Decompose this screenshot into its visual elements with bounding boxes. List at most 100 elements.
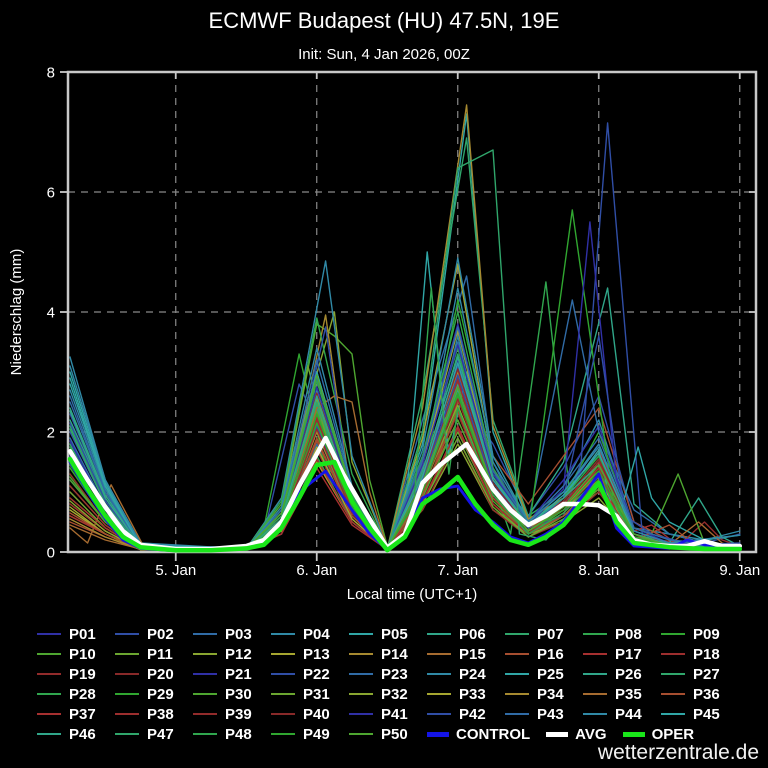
legend-item-p05: P05 (349, 626, 427, 643)
legend-swatch (661, 693, 685, 695)
legend-label: P03 (225, 625, 252, 643)
legend-swatch (583, 713, 607, 715)
legend-item-p34: P34 (505, 686, 583, 703)
legend-label: P09 (693, 625, 720, 643)
legend-item-p03: P03 (193, 626, 271, 643)
x-tick-label: 8. Jan (578, 562, 619, 579)
legend-label: P26 (615, 665, 642, 683)
legend-item-p29: P29 (115, 686, 193, 703)
legend-item-p24: P24 (427, 666, 505, 683)
legend-item-p04: P04 (271, 626, 349, 643)
legend-swatch (37, 673, 61, 675)
legend-item-p13: P13 (271, 646, 349, 663)
legend-item-p48: P48 (193, 726, 271, 743)
legend-item-oper: OPER (622, 726, 694, 743)
legend-label: P15 (459, 645, 486, 663)
legend-item-p23: P23 (349, 666, 427, 683)
watermark-text: wetterzentrale.de (597, 741, 759, 764)
legend-label: P04 (303, 625, 330, 643)
legend-swatch (349, 733, 373, 735)
legend-item-p32: P32 (349, 686, 427, 703)
legend-swatch (115, 713, 139, 715)
legend-label: P25 (537, 665, 564, 683)
legend-label: P02 (147, 625, 174, 643)
legend-item-p45: P45 (661, 706, 739, 723)
legend-swatch (349, 673, 373, 675)
legend-swatch (583, 693, 607, 695)
legend-item-p43: P43 (505, 706, 583, 723)
legend-swatch (427, 713, 451, 715)
legend-item-p15: P15 (427, 646, 505, 663)
legend-label: P16 (537, 645, 564, 663)
y-tick-label: 0 (47, 545, 55, 562)
legend-item-p42: P42 (427, 706, 505, 723)
legend-swatch (115, 633, 139, 635)
legend-label: AVG (575, 725, 607, 743)
x-tick-label: 9. Jan (719, 562, 760, 579)
legend-item-p25: P25 (505, 666, 583, 683)
legend-swatch (37, 633, 61, 635)
legend-item-p11: P11 (115, 646, 193, 663)
x-tick-label: 6. Jan (296, 562, 337, 579)
y-axis-label: Niederschlag (mm) (8, 249, 25, 376)
legend-label: P34 (537, 685, 564, 703)
legend-swatch (193, 653, 217, 655)
legend-swatch (427, 731, 449, 737)
y-tick-label: 4 (47, 305, 55, 322)
legend-item-p22: P22 (271, 666, 349, 683)
x-tick-label: 7. Jan (437, 562, 478, 579)
legend-item-p39: P39 (193, 706, 271, 723)
precip-chart-svg: 0 2 4 6 8 5. Jan 6. Jan 7. Jan 8. Jan 9. Jan Niede… (8, 65, 760, 604)
init-subtitle: Init: Sun, 4 Jan 2026, 00Z (298, 46, 470, 63)
legend-label: P28 (69, 685, 96, 703)
legend-swatch (661, 673, 685, 675)
legend-item-p31: P31 (271, 686, 349, 703)
legend-label: P45 (693, 705, 720, 723)
ensemble-legend: P01 P02 P03 P04 P05 P06 P07 P08 P09 P10 P11 P12 P13 P… (0, 624, 768, 744)
legend-label: P17 (615, 645, 642, 663)
legend-swatch (661, 653, 685, 655)
legend-swatch (271, 653, 295, 655)
legend-swatch (37, 693, 61, 695)
legend-swatch (661, 713, 685, 715)
legend-item-p49: P49 (271, 726, 349, 743)
legend-swatch (271, 733, 295, 735)
legend-label: P47 (147, 725, 174, 743)
legend-label: P13 (303, 645, 330, 663)
legend-label: P44 (615, 705, 642, 723)
legend-row: P19 P20 P21 P22 P23 P24 P25 P26 P27 (37, 664, 768, 684)
legend-item-p01: P01 (37, 626, 115, 643)
legend-swatch (349, 713, 373, 715)
legend-label: P08 (615, 625, 642, 643)
legend-item-p44: P44 (583, 706, 661, 723)
legend-label: P37 (69, 705, 96, 723)
legend-item-p46: P46 (37, 726, 115, 743)
legend-swatch (193, 693, 217, 695)
legend-label: P40 (303, 705, 330, 723)
legend-swatch (115, 673, 139, 675)
legend-item-p09: P09 (661, 626, 739, 643)
legend-label: P49 (303, 725, 330, 743)
legend-swatch (193, 713, 217, 715)
legend-label: P46 (69, 725, 96, 743)
legend-item-p02: P02 (115, 626, 193, 643)
legend-label: P36 (693, 685, 720, 703)
legend-item-avg: AVG (546, 725, 607, 743)
legend-swatch (583, 633, 607, 635)
legend-label: P21 (225, 665, 252, 683)
legend-swatch (505, 633, 529, 635)
legend-item-p27: P27 (661, 666, 739, 683)
legend-swatch (37, 733, 61, 735)
legend-swatch (427, 653, 451, 655)
legend-item-p18: P18 (661, 646, 739, 663)
legend-item-p40: P40 (271, 706, 349, 723)
legend-swatch (271, 713, 295, 715)
legend-swatch (505, 653, 529, 655)
page-title: ECMWF Budapest (HU) 47.5N, 19E (208, 8, 560, 33)
legend-label: P19 (69, 665, 96, 683)
legend-label: P33 (459, 685, 486, 703)
legend-swatch (37, 713, 61, 715)
legend-item-p08: P08 (583, 626, 661, 643)
legend-label: P24 (459, 665, 486, 683)
